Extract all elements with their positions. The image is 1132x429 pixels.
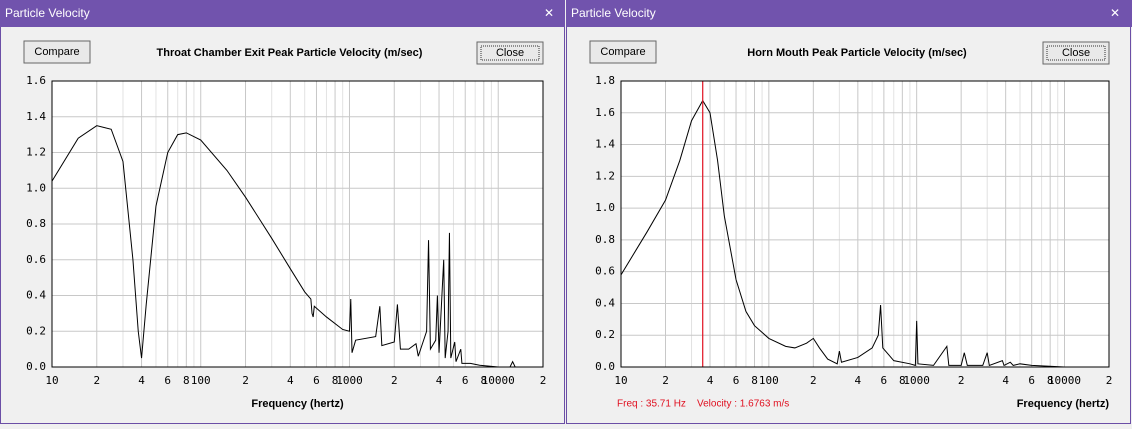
y-tick-label: 1.4 — [26, 110, 46, 123]
velocity-line — [620, 99, 1109, 368]
x-tick-label: 6 — [733, 374, 740, 387]
x-tick-label: 4 — [707, 374, 714, 387]
x-tick-label: 8 — [480, 374, 487, 387]
close-x[interactable]: ✕ — [544, 6, 554, 20]
x-tick-label: 10 — [614, 374, 627, 387]
close-x[interactable]: ✕ — [1110, 6, 1120, 20]
y-tick-label: 0.6 — [595, 265, 615, 278]
y-tick-label: 0.8 — [595, 233, 615, 246]
x-tick-label: 10000 — [482, 374, 515, 387]
x-tick-label: 6 — [313, 374, 320, 387]
x-tick-label: 100 — [759, 374, 779, 387]
x-tick-label: 8 — [1047, 374, 1054, 387]
close-button[interactable] — [476, 41, 544, 65]
plot-area — [621, 81, 1109, 367]
x-tick-label: 4 — [138, 374, 145, 387]
y-tick-label: 1.2 — [595, 169, 615, 182]
window-title: Particle Velocity — [5, 6, 90, 20]
x-tick-label: 8 — [751, 374, 758, 387]
y-tick-label: 0.0 — [595, 360, 615, 373]
x-tick-label: 8 — [899, 374, 906, 387]
x-tick-label: 6 — [1028, 374, 1035, 387]
x-tick-label: 1000 — [903, 374, 930, 387]
y-tick-label: 0.0 — [26, 360, 46, 373]
y-tick-label: 1.0 — [26, 181, 46, 194]
compare-button-label[interactable]: Compare — [34, 46, 79, 58]
chart-title: Horn Mouth Peak Particle Velocity (m/sec… — [747, 47, 967, 59]
compare-button[interactable] — [23, 40, 91, 64]
velocity-line — [51, 125, 543, 368]
compare-button-label[interactable]: Compare — [600, 46, 645, 58]
x-tick-label: 100 — [191, 374, 211, 387]
y-tick-label: 0.2 — [26, 324, 46, 337]
close-button[interactable] — [1042, 41, 1110, 65]
x-tick-label: 8 — [332, 374, 339, 387]
x-tick-label: 6 — [881, 374, 888, 387]
x-tick-label: 4 — [855, 374, 862, 387]
window-title: Particle Velocity — [571, 6, 656, 20]
close-button-label[interactable]: Close — [1062, 47, 1090, 59]
y-tick-label: 1.4 — [595, 138, 615, 151]
x-tick-label: 10 — [45, 374, 58, 387]
x-tick-label: 2 — [1106, 374, 1113, 387]
x-tick-label: 8 — [183, 374, 190, 387]
focus-rect — [480, 45, 540, 61]
x-tick-label: 6 — [462, 374, 469, 387]
x-tick-label: 1000 — [336, 374, 363, 387]
title-bar — [0, 0, 565, 27]
x-axis-label: Frequency (hertz) — [251, 398, 344, 410]
x-tick-label: 2 — [662, 374, 669, 387]
x-tick-label: 2 — [93, 374, 100, 387]
y-tick-label: 1.6 — [26, 74, 46, 87]
focus-rect — [1046, 45, 1106, 61]
x-axis-label: Frequency (hertz) — [1017, 398, 1110, 410]
x-tick-label: 2 — [958, 374, 965, 387]
cursor-readout: Freq : 35.71 Hz — [617, 399, 686, 410]
y-tick-label: 1.2 — [26, 146, 46, 159]
y-tick-label: 0.2 — [595, 328, 615, 341]
y-tick-label: 0.4 — [595, 296, 615, 309]
x-tick-label: 2 — [391, 374, 398, 387]
x-tick-label: 6 — [164, 374, 171, 387]
y-tick-label: 1.6 — [595, 106, 615, 119]
y-tick-label: 1.8 — [595, 74, 615, 87]
plot-border — [51, 80, 544, 368]
close-button-label[interactable]: Close — [496, 47, 524, 59]
x-tick-label: 2 — [810, 374, 817, 387]
y-tick-label: 0.6 — [26, 253, 46, 266]
x-tick-label: 4 — [287, 374, 294, 387]
y-tick-label: 0.4 — [26, 289, 46, 302]
x-tick-label: 4 — [436, 374, 443, 387]
chart-title: Throat Chamber Exit Peak Particle Veloci… — [157, 47, 423, 59]
x-tick-label: 4 — [1002, 374, 1009, 387]
compare-button[interactable] — [589, 40, 657, 64]
x-tick-label: 2 — [242, 374, 249, 387]
y-tick-label: 0.8 — [26, 217, 46, 230]
cursor-readout: Velocity : 1.6763 m/s — [697, 399, 789, 410]
title-bar — [566, 0, 1132, 27]
plot-border — [620, 80, 1110, 368]
x-tick-label: 2 — [540, 374, 547, 387]
x-tick-label: 10000 — [1048, 374, 1081, 387]
y-tick-label: 1.0 — [595, 201, 615, 214]
